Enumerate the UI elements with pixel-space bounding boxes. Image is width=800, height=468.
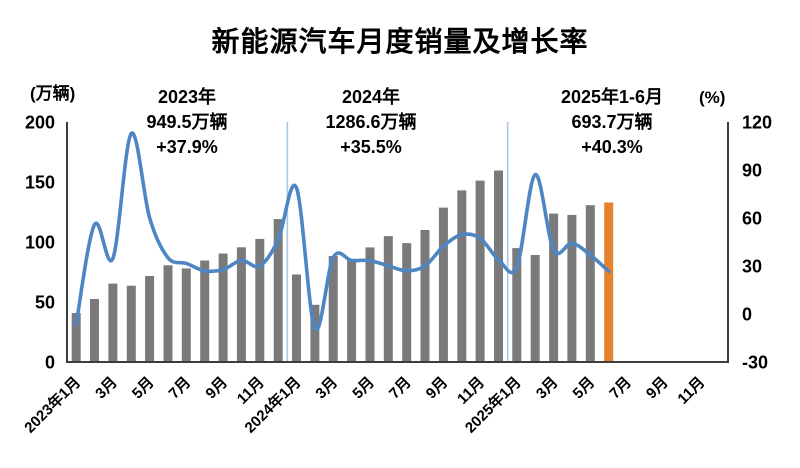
sales-bar (438, 207, 448, 362)
sales-bar (549, 213, 559, 362)
sales-bar (383, 236, 393, 362)
annotation-2025-growth: +40.3% (581, 137, 643, 157)
sales-bar (457, 190, 467, 362)
sales-bar (90, 299, 99, 362)
sales-bar-highlight (604, 202, 614, 362)
sales-bar (292, 274, 301, 362)
annotation-2024-growth: +35.5% (340, 137, 402, 157)
chart-title: 新能源汽车月度销量及增长率 (211, 26, 589, 57)
right-axis-tick-label: 90 (742, 161, 762, 181)
x-axis-tick-label: 9月 (423, 374, 452, 403)
sales-bar (494, 170, 503, 362)
right-axis-tick-label: 30 (742, 257, 762, 277)
x-axis-tick-label: 7月 (386, 374, 415, 403)
annotation-2025-total: 693.7万辆 (571, 112, 653, 132)
sales-bar (475, 180, 485, 362)
sales-bar (236, 247, 246, 362)
sales-bar (347, 260, 357, 362)
x-axis-tick-label: 5月 (349, 374, 378, 403)
growth-rate-line (74, 131, 611, 332)
left-axis-tick-label: 50 (35, 293, 55, 313)
annotation-2023: 2023年 949.5万辆 +37.9% (77, 85, 297, 160)
annotation-2025-year: 2025年1-6月 (560, 87, 664, 107)
sales-bar (71, 313, 81, 362)
sales-bar (585, 205, 595, 362)
left-axis-tick-label: 100 (25, 233, 55, 253)
left-axis-tick-label: 0 (45, 353, 55, 373)
x-axis-tick-label: 3月 (313, 374, 342, 403)
sales-bar (402, 243, 412, 362)
sales-bar (218, 253, 228, 362)
sales-bar (273, 219, 283, 362)
x-axis-tick-label: 3月 (533, 374, 562, 403)
annotation-2024: 2024年 1286.6万辆 +35.5% (261, 85, 481, 160)
sales-bar (163, 265, 173, 362)
x-axis-tick-label: 11月 (674, 374, 708, 408)
x-axis-tick-label: 9月 (643, 374, 672, 403)
sales-bar (108, 283, 118, 362)
sales-bar (420, 230, 430, 362)
annotation-2024-total: 1286.6万辆 (325, 112, 417, 132)
sales-bar (365, 247, 375, 362)
right-axis-tick-label: 0 (742, 305, 752, 325)
sales-bar (567, 214, 577, 362)
right-axis-tick-label: -30 (742, 353, 768, 373)
x-axis-tick-label: 7月 (166, 374, 195, 403)
sales-bar (310, 304, 320, 362)
sales-bar (512, 248, 522, 362)
sales-bar (200, 260, 210, 362)
right-axis-tick-label: 120 (742, 113, 772, 133)
x-axis-tick-label: 5月 (570, 374, 599, 403)
right-axis-unit-label: (%) (699, 88, 726, 107)
left-axis-tick-label: 200 (25, 113, 55, 133)
x-axis-tick-label: 7月 (606, 374, 635, 403)
annotation-2023-growth: +37.9% (156, 137, 218, 157)
sales-bar (255, 238, 265, 362)
left-axis-tick-label: 150 (25, 173, 55, 193)
sales-bar (126, 285, 136, 362)
x-axis-tick-label: 3月 (92, 374, 121, 403)
sales-bar (328, 256, 338, 362)
x-axis-tick-label: 5月 (129, 374, 158, 403)
annotation-2023-total: 949.5万辆 (146, 112, 228, 132)
axis-spines (66, 122, 729, 363)
sales-bar (181, 268, 191, 362)
annotation-2024-year: 2024年 (341, 87, 401, 107)
right-axis-tick-label: 60 (742, 209, 762, 229)
left-axis-unit-label: (万辆) (30, 84, 76, 103)
sales-bar (145, 276, 155, 362)
annotation-2025: 2025年1-6月 693.7万辆 +40.3% (502, 85, 722, 160)
sales-bar (530, 255, 540, 362)
annotation-2023-year: 2023年 (157, 87, 217, 107)
x-axis-tick-label: 2023年1月 (21, 373, 84, 436)
x-axis-tick-label: 9月 (202, 374, 231, 403)
